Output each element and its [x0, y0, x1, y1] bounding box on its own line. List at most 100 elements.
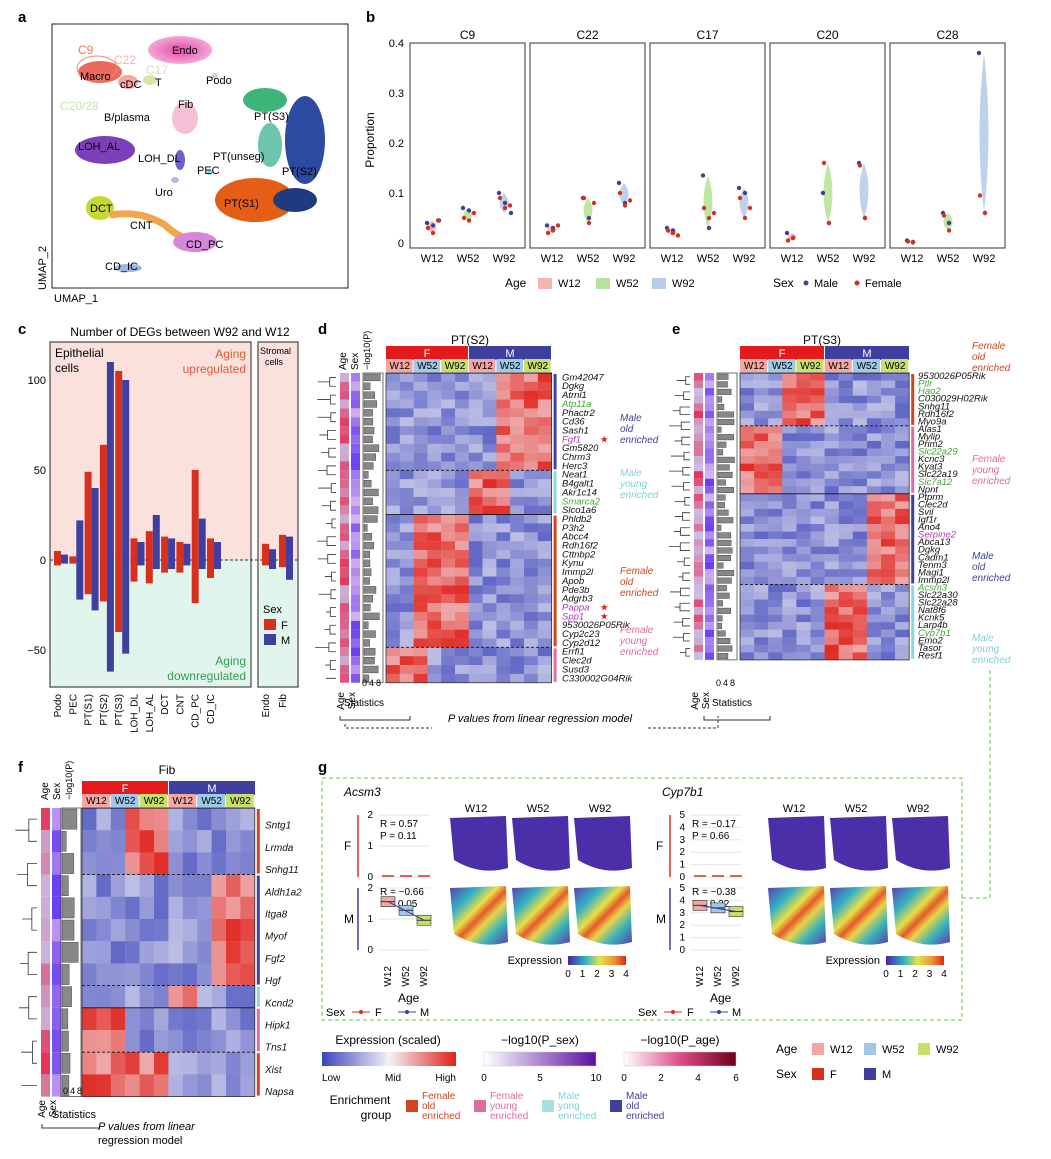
e-heat-cell [740, 524, 755, 532]
d-heat-cell [441, 541, 456, 551]
d-stat-bar [363, 524, 368, 532]
d-heat-cell [510, 629, 525, 639]
e-heat-cell [881, 508, 896, 517]
g2-ytick: 0 [679, 945, 685, 956]
d-heat-cell [537, 417, 552, 427]
d-heat-cell [427, 505, 442, 515]
f-heat-cell [240, 1074, 255, 1097]
f-heat-cell [226, 1052, 241, 1075]
f-stat-bar [61, 919, 75, 941]
e-sex-annot [705, 591, 714, 600]
f-heat-cell [110, 874, 126, 897]
d-heat-cell [468, 665, 483, 675]
b-point-male [820, 190, 826, 196]
c-bar-down [152, 560, 160, 569]
d-heat-cell [413, 452, 428, 462]
d-heat-cell [455, 461, 469, 471]
e-heat-cell [895, 448, 910, 457]
f-col-logp: −log10(P) [64, 761, 74, 800]
d-heat-cell [386, 638, 400, 648]
e-heat-cell [866, 591, 882, 600]
c-bar-down [99, 560, 107, 602]
d-sex-annot [351, 594, 360, 604]
e-heat-cell [824, 403, 839, 411]
e-heat-cell [782, 388, 797, 396]
e-gene-label: Kcnc3 [918, 454, 945, 465]
g2-ytick: 1 [679, 860, 685, 871]
e-heat-cell [740, 425, 755, 434]
f-heat-cell [240, 808, 255, 831]
legend-expr-title: Expression (scaled) [335, 1033, 440, 1047]
c-bar-down [130, 560, 138, 582]
e-heat-cell [895, 395, 910, 404]
d-sex-annot [351, 452, 360, 462]
f-heat-cell [110, 985, 126, 1008]
e-heat-cell [852, 508, 868, 517]
d-heat-cell [441, 558, 456, 568]
e-heat-cell [866, 524, 882, 532]
d-heat-cell [524, 567, 538, 577]
f-heat-cell [226, 830, 241, 853]
d-stat-bar [363, 435, 373, 444]
e-heat-cell [895, 531, 910, 540]
e-age-annot [694, 388, 703, 396]
f-age-annot [41, 985, 50, 1008]
panel-letter-e: e [672, 321, 680, 338]
f-heat-cell [110, 1007, 126, 1031]
c-category: DCT [160, 694, 171, 715]
d-gene-label: B4galt1 [562, 479, 594, 490]
f-heat-cell [240, 919, 255, 942]
b-facet-title: C20 [816, 28, 838, 42]
f-heat-cell [96, 1052, 111, 1075]
e-age-annot [694, 440, 703, 449]
d-heat-cell [524, 673, 538, 683]
d-heat-cell [455, 417, 469, 427]
t2-expr-tick: 0 [883, 969, 889, 980]
e-age-annot [694, 569, 703, 577]
e-sex-annot [705, 531, 714, 540]
d-heat-cell [441, 470, 456, 480]
panel-a: a C9 C22 C17 C20/28 Macro cDC T [18, 9, 349, 305]
legend-enrich-label: Female [490, 1091, 524, 1102]
e-heat-cell [796, 652, 811, 661]
e-heat-cell [740, 493, 755, 502]
e-heat-cell [754, 554, 769, 562]
d-sex-annot [351, 620, 360, 630]
d-heat-cell [386, 408, 400, 418]
e-heat-cell [768, 508, 783, 517]
d-heat-cell [524, 620, 538, 630]
d-heat-cell [496, 505, 511, 515]
d-sex-annot [351, 585, 360, 595]
d-heat-cell [510, 673, 525, 683]
d-col-age: Age [338, 352, 349, 370]
b-legend-w12: W12 [558, 278, 581, 290]
e-heat-cell [866, 629, 882, 638]
d-heat-cell [482, 665, 497, 675]
e-heat-cell [895, 554, 910, 562]
b-point-female [591, 200, 597, 206]
e-gene-label: Mylip [918, 431, 940, 442]
d-age-annot [340, 373, 349, 382]
f-heat-cell [168, 852, 183, 875]
b-xtick: W92 [613, 253, 636, 265]
d-heat-cell [386, 381, 400, 391]
d-stat-bar [363, 630, 376, 638]
bottom-legends: Expression (scaled) Low Mid High −log10(… [322, 1033, 959, 1122]
c-epithelial-2: cells [55, 361, 79, 375]
group-label: Female [620, 625, 654, 636]
e-heat-cell [810, 425, 825, 434]
e-stat-bar [717, 562, 724, 569]
c-category: CNT [175, 694, 186, 715]
d-heat-cell [496, 470, 511, 480]
d-heat-cell [427, 523, 442, 533]
f-sex-annot [52, 963, 61, 986]
f-heat-cell [110, 808, 126, 831]
b-point-female [627, 198, 633, 203]
b-facet-frame [769, 42, 886, 249]
d-gene-label: Adgrb3 [561, 594, 593, 605]
c-bar-up [214, 542, 221, 560]
g1-xtick: W52 [401, 966, 412, 987]
e-heat-cell [838, 516, 853, 525]
d-heat-cell [468, 399, 483, 409]
e-heat-cell [852, 440, 868, 449]
